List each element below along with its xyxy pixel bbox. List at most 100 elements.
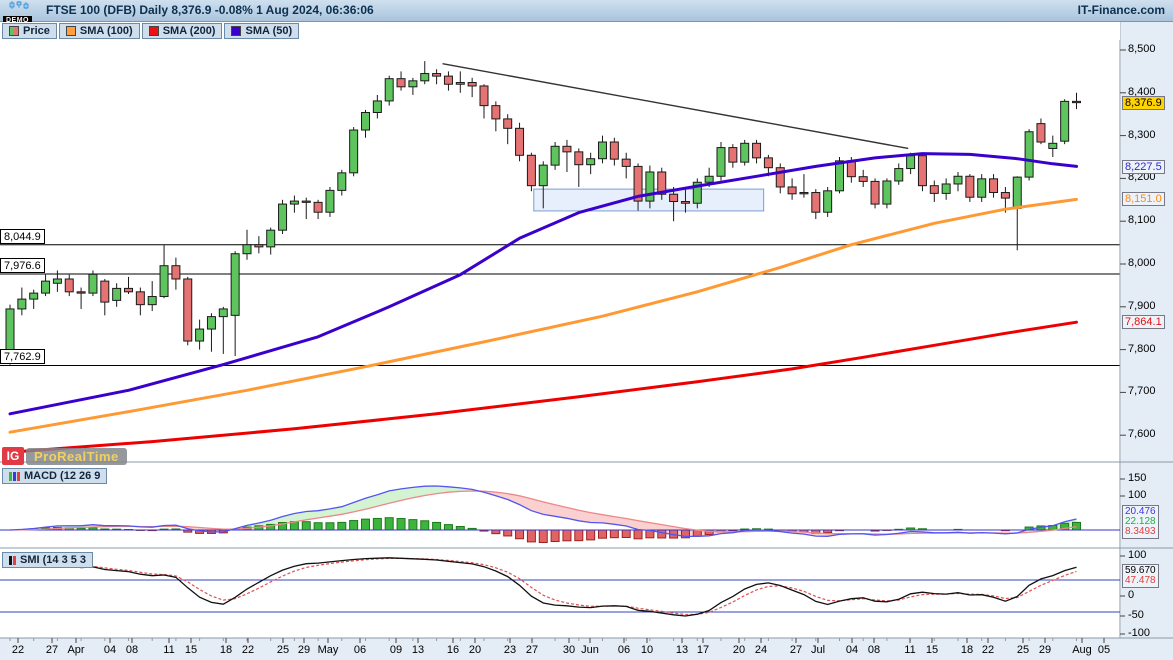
x-label: 11 [904,644,916,656]
macd-fill [531,498,544,515]
level-label-0: 8,044.9 [0,228,45,244]
brand-link[interactable]: IT-Finance.com [1077,3,1165,17]
candle-body [206,316,216,330]
x-label: 27 [789,644,803,656]
sma50-value-badge: 8,227.5 [1122,159,1165,174]
candle-body [1036,123,1046,143]
macd-bar [408,519,418,531]
candle-body [752,142,762,159]
smi-value: 47.478 [1125,575,1156,586]
macd-signal [9,490,1077,535]
macd-fill [306,510,319,520]
macd-fill [424,486,437,496]
macd-tab[interactable]: MACD (12 26 9 [2,468,108,484]
macd-axis-label: 100 [1128,489,1147,501]
level-label-2: 7,762.9 [0,349,45,365]
mini-candles-icon [9,1,29,9]
candle-body [692,181,702,204]
candle-body [361,111,370,131]
candle-body [349,129,359,174]
y-tick-label: 8,200 [1128,171,1156,184]
candle-body [823,190,833,213]
legend-sma200-chip[interactable]: SMA (200) [141,23,223,39]
candle-body [455,82,465,85]
candle-body [479,85,489,107]
candle-body [989,178,999,194]
candle-body [467,82,477,87]
legend-bar: Price SMA (100) SMA (200) SMA (50) [0,22,1120,40]
candle-body [846,160,856,178]
time-axis-strip [0,638,1173,660]
candle-body [278,203,288,231]
x-label: Apr [67,644,85,656]
x-label: Jul [810,644,826,656]
macd-fill [318,508,330,518]
macd-bar [526,529,536,543]
y-tick-label: 7,600 [1128,428,1156,441]
candle-body [740,142,750,163]
macd-fill [401,487,413,501]
candle-body [835,160,844,192]
x-label: 04 [103,644,117,656]
macd-bar [313,522,323,531]
legend-sma50-chip[interactable]: SMA (50) [224,23,300,39]
macd-bar [550,529,560,543]
candle-body [1012,176,1022,209]
candle-body [112,287,122,301]
x-label: 09 [389,644,403,656]
macd-bar [586,529,596,541]
macd-bar [337,521,347,531]
candle-body [503,118,513,129]
last-price-badge: 8,376.9 [1122,95,1165,110]
x-label: 20 [468,644,482,656]
smi-tab[interactable]: SMI (14 3 5 3 [2,552,94,568]
x-label: 22 [981,644,995,656]
macd-fill [602,514,615,525]
candle-body [1000,192,1010,199]
y-tick-label: 8,000 [1128,257,1156,269]
y-tick-label: 8,500 [1128,43,1156,55]
title-bar: DEMO FTSE 100 (DFB) Daily 8,376.9 -0.08%… [0,0,1173,25]
macd-bar [301,521,311,531]
legend-price-chip[interactable]: Price [2,23,57,39]
candle-body [574,151,584,166]
x-label: 22 [241,644,255,656]
x-label: 15 [184,644,198,656]
legend-sma100-chip[interactable]: SMA (100) [58,23,140,39]
x-label: 11 [163,644,175,656]
candle-body [88,273,98,294]
macd-bar [384,517,394,531]
x-label: 25 [1016,644,1030,656]
candle-body [728,147,738,163]
macd-bar [455,526,465,531]
candle-body [941,183,951,194]
candle-body [420,73,430,82]
x-label: 18 [219,644,233,656]
candle-body [64,278,74,293]
candle-body [491,105,501,120]
macd-value: 22.128 [1125,516,1156,527]
macd-bar [609,529,619,539]
macd-axis-label: 150 [1128,472,1147,484]
macd-fill [495,492,508,500]
x-label: 30 [562,644,576,656]
x-label: 24 [754,644,768,656]
macd-fill [365,494,378,510]
candle-body [680,201,690,204]
macd-fill [638,520,650,531]
sma200-line [8,320,1078,454]
macd-fill [566,507,579,521]
candle-body [124,287,133,293]
macd-fill [578,510,591,523]
macd-bar [491,529,501,535]
macd-bar [503,529,513,537]
legend-sma50-label: SMA (50) [245,25,293,37]
candle-body [538,164,548,187]
candle-body [669,193,679,203]
sma100-swatch-icon [65,26,76,36]
candle-body [1072,100,1081,104]
candle-body [337,172,347,191]
macd-bar [396,518,406,531]
x-label: 10 [640,644,654,656]
